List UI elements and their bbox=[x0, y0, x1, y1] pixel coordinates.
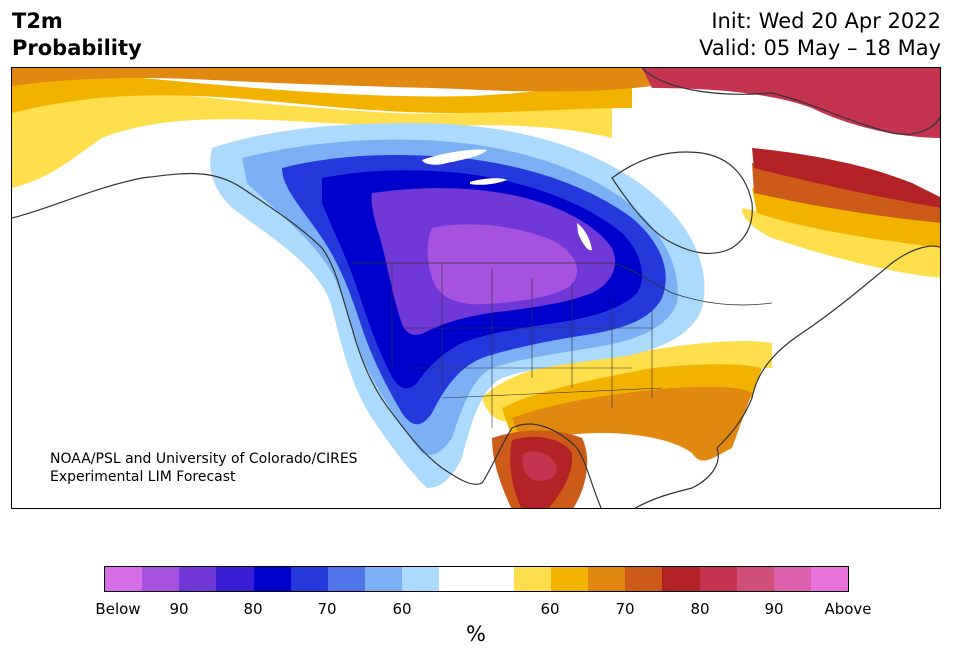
colorbar-swatch-17 bbox=[736, 567, 774, 591]
colorbar-swatch-7 bbox=[365, 567, 403, 591]
colorbar-swatch-11 bbox=[513, 567, 551, 591]
colorbar-swatch-3 bbox=[216, 567, 254, 591]
colorbar-swatch-19 bbox=[810, 567, 849, 591]
lake-winnipeg bbox=[577, 223, 592, 251]
warm-region-alaska bbox=[12, 84, 612, 188]
warm-region-labrador bbox=[752, 148, 940, 208]
state-lines bbox=[391, 263, 663, 428]
init-date: Init: Wed 20 Apr 2022 bbox=[711, 9, 941, 33]
title-line-variable: T2m bbox=[12, 9, 63, 33]
colorbar-tick-warm-80: 80 bbox=[690, 600, 710, 618]
credit-text: NOAA/PSL and University of Colorado/CIRE… bbox=[50, 450, 358, 486]
credit-line-product: Experimental LIM Forecast bbox=[50, 469, 236, 485]
us-canada-border bbox=[352, 262, 773, 306]
colorbar-swatch-14 bbox=[625, 567, 663, 591]
forecast-dates: Init: Wed 20 Apr 2022 Valid: 05 May – 18… bbox=[699, 8, 941, 62]
lake-athabasca bbox=[470, 178, 507, 185]
colorbar-swatch-12 bbox=[550, 567, 589, 591]
colorbar-swatch-16 bbox=[699, 567, 737, 591]
colorbar-tick-cold-80: 80 bbox=[243, 600, 263, 618]
colorbar-swatch-6 bbox=[327, 567, 366, 591]
colorbar-swatch-9 bbox=[439, 567, 477, 591]
colorbar-unit: % bbox=[466, 622, 486, 646]
greenland-outline bbox=[641, 68, 940, 135]
colorbar-swatch-10 bbox=[476, 567, 514, 591]
colorbar-swatch-15 bbox=[662, 567, 700, 591]
warm-region-quebec-light bbox=[742, 208, 940, 278]
colorbar-swatch-2 bbox=[179, 567, 217, 591]
colorbar-swatch-18 bbox=[773, 567, 811, 591]
warm-region-arctic bbox=[12, 68, 652, 92]
warm-region-alaska-mid bbox=[12, 74, 632, 113]
colorbar-swatch-1 bbox=[142, 567, 180, 591]
colorbar-tick-cold-90: 90 bbox=[169, 600, 189, 618]
warm-region-greenland bbox=[642, 68, 940, 138]
colorbar-swatch-8 bbox=[402, 567, 440, 591]
colorbar-tick-cold-70: 70 bbox=[317, 600, 337, 618]
lake-great-slave bbox=[422, 149, 487, 165]
probability-map-svg bbox=[12, 68, 940, 508]
hudson-bay-outline bbox=[611, 151, 753, 254]
colorbar-tick-warm-90: 90 bbox=[764, 600, 784, 618]
cold-region-core bbox=[427, 224, 578, 305]
warm-region-texas-hot bbox=[522, 451, 557, 481]
colorbar-tick-warm-60: 60 bbox=[540, 600, 560, 618]
warm-region-quebec-mid bbox=[752, 188, 940, 248]
title-line-type: Probability bbox=[12, 36, 142, 60]
colorbar-tick-cold-60: 60 bbox=[392, 600, 412, 618]
colorbar-swatch-13 bbox=[588, 567, 626, 591]
colorbar-swatch-4 bbox=[253, 567, 291, 591]
map-title: T2m Probability bbox=[12, 8, 142, 62]
credit-line-organization: NOAA/PSL and University of Colorado/CIRE… bbox=[50, 451, 358, 467]
colorbar-swatch-5 bbox=[290, 567, 328, 591]
colorbar-tick-below: Below bbox=[95, 600, 141, 618]
colorbar-swatch-0 bbox=[105, 567, 143, 591]
probability-colorbar bbox=[104, 566, 849, 592]
warm-region-southeast bbox=[512, 386, 752, 461]
valid-range: Valid: 05 May – 18 May bbox=[699, 36, 941, 60]
coastline-outline bbox=[12, 172, 940, 508]
forecast-map: NOAA/PSL and University of Colorado/CIRE… bbox=[11, 67, 941, 509]
colorbar-tick-above: Above bbox=[824, 600, 872, 618]
colorbar-tick-warm-70: 70 bbox=[615, 600, 635, 618]
